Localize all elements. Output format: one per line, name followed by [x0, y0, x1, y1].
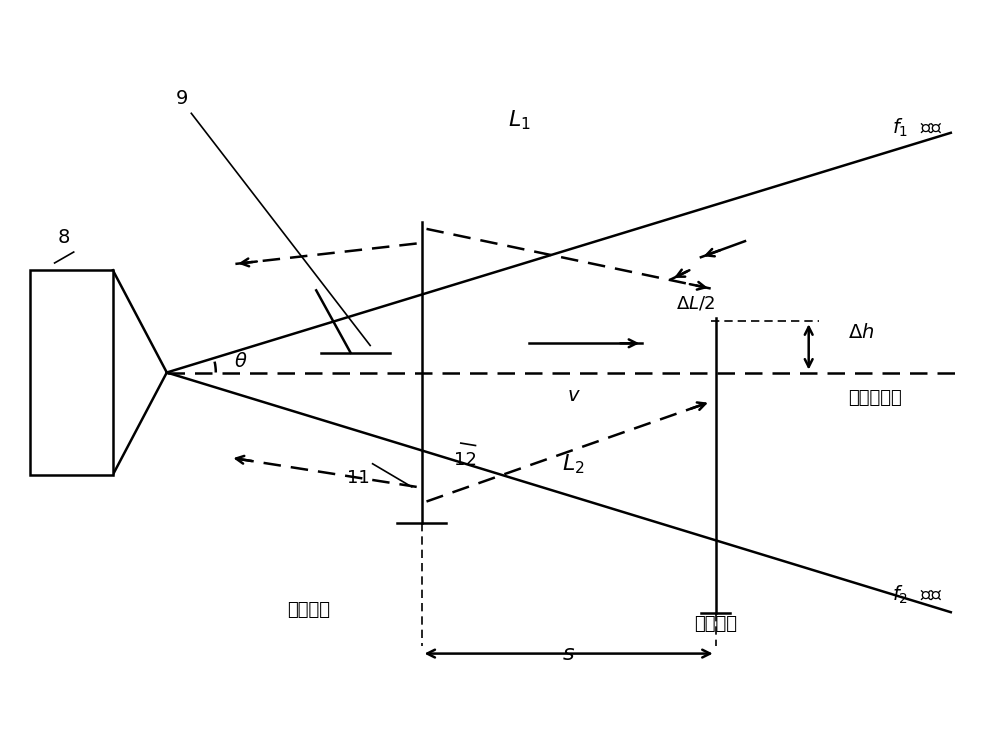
Text: $\theta$: $\theta$	[234, 352, 247, 371]
Text: 8: 8	[58, 228, 70, 247]
Text: $\Delta h$: $\Delta h$	[848, 323, 874, 342]
Text: $v$: $v$	[567, 387, 580, 405]
Text: $L_1$: $L_1$	[508, 109, 531, 133]
Text: 9: 9	[175, 89, 188, 108]
Text: $f_1$  光束: $f_1$ 光束	[892, 117, 942, 139]
Text: $L_2$: $L_2$	[562, 452, 585, 475]
Text: 初始位置: 初始位置	[287, 600, 330, 619]
Text: 11: 11	[347, 469, 369, 487]
Bar	[30, 270, 113, 475]
Text: 测量基准线: 测量基准线	[848, 389, 902, 407]
Text: $f_2$  光束: $f_2$ 光束	[892, 584, 942, 606]
Text: $s$: $s$	[562, 644, 575, 664]
Text: 当前位置: 当前位置	[694, 615, 737, 633]
Text: $\Delta L/2$: $\Delta L/2$	[676, 294, 716, 312]
Text: 12: 12	[454, 451, 477, 469]
